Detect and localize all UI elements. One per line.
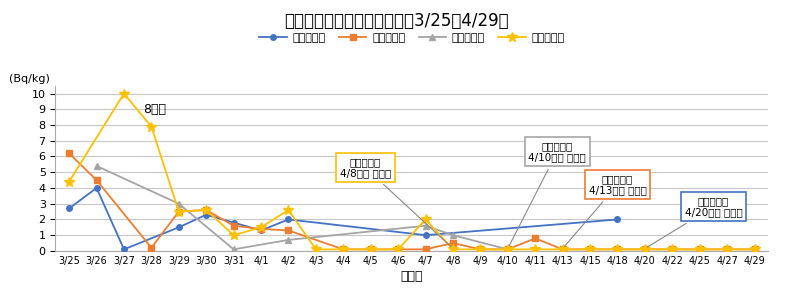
藤代配水場 (558, 248, 567, 251)
藤代配水場 (394, 248, 403, 251)
戸頭配水場 (284, 238, 293, 242)
藤代配水場 (174, 210, 184, 213)
X-axis label: 採水日: 採水日 (401, 270, 423, 283)
牛久配水場 (174, 210, 184, 213)
藤代配水場 (421, 218, 430, 221)
牛久配水場 (201, 208, 211, 212)
牛久配水場 (613, 248, 623, 251)
Text: 放射性セシウムの測定結果（3/25～4/29）: 放射性セシウムの測定結果（3/25～4/29） (284, 12, 508, 30)
牛久配水場 (695, 248, 704, 251)
Line: 牛久配水場: 牛久配水場 (67, 151, 757, 252)
牛久配水場 (147, 246, 156, 250)
牛久配水場 (640, 248, 649, 251)
Line: 戸頭配水場: 戸頭配水場 (93, 162, 512, 253)
藤代配水場 (503, 248, 512, 251)
藤代配水場 (531, 248, 540, 251)
Text: 若柴配水場
4/20以降 不検出: 若柴配水場 4/20以降 不検出 (647, 196, 742, 247)
戸頭配水場 (448, 233, 458, 237)
藤代配水場 (613, 248, 623, 251)
牛久配水場 (585, 248, 595, 251)
牛久配水場 (394, 248, 403, 251)
若柴配水場 (229, 221, 238, 224)
藤代配水場 (147, 125, 156, 129)
藤代配水場 (338, 248, 348, 251)
牛久配水場 (338, 248, 348, 251)
牛久配水場 (558, 248, 567, 251)
若柴配水場 (284, 218, 293, 221)
Text: 藤代配水場
4/8以降 不検出: 藤代配水場 4/8以降 不検出 (340, 157, 451, 247)
牛久配水場 (448, 241, 458, 245)
若柴配水場 (201, 213, 211, 217)
若柴配水場 (257, 229, 266, 232)
Text: 戸頭配水場
4/10以降 不検出: 戸頭配水場 4/10以降 不検出 (509, 141, 586, 246)
藤代配水場 (311, 248, 321, 251)
藤代配水場 (476, 248, 485, 251)
牛久配水場 (229, 224, 238, 228)
若柴配水場 (174, 226, 184, 229)
藤代配水場 (201, 208, 211, 212)
戸頭配水場 (92, 164, 101, 168)
戸頭配水場 (229, 248, 238, 251)
藤代配水場 (585, 248, 595, 251)
若柴配水場 (64, 207, 74, 210)
牛久配水場 (92, 178, 101, 182)
藤代配水場 (640, 248, 649, 251)
Line: 藤代配水場: 藤代配水場 (64, 89, 760, 254)
若柴配水場 (92, 186, 101, 190)
若柴配水場 (421, 233, 430, 237)
Text: 生久配水場
4/13以降 不検出: 生久配水場 4/13以降 不検出 (565, 174, 646, 246)
藤代配水場 (64, 180, 74, 184)
戸頭配水場 (503, 248, 512, 251)
藤代配水場 (257, 226, 266, 229)
戸頭配水場 (421, 224, 430, 228)
牛久配水場 (257, 227, 266, 231)
牛久配水場 (750, 248, 760, 251)
牛久配水場 (64, 151, 74, 155)
藤代配水場 (668, 248, 677, 251)
藤代配水場 (120, 92, 129, 95)
藤代配水場 (722, 248, 732, 251)
牛久配水場 (366, 248, 375, 251)
牛久配水場 (668, 248, 677, 251)
牛久配水場 (284, 229, 293, 232)
藤代配水場 (750, 248, 760, 251)
Legend: 若柴配水場, 牛久配水場, 戸頭配水場, 藤代配水場: 若柴配水場, 牛久配水場, 戸頭配水場, 藤代配水場 (254, 28, 569, 47)
若柴配水場 (613, 218, 623, 221)
Text: (Bq/kg): (Bq/kg) (10, 74, 50, 84)
牛久配水場 (476, 248, 485, 251)
牛久配水場 (722, 248, 732, 251)
戸頭配水場 (174, 202, 184, 206)
藤代配水場 (229, 233, 238, 237)
Text: 8未満: 8未満 (143, 103, 166, 116)
若柴配水場 (120, 248, 129, 251)
藤代配水場 (284, 208, 293, 212)
牛久配水場 (503, 248, 512, 251)
藤代配水場 (448, 248, 458, 251)
牛久配水場 (531, 237, 540, 240)
藤代配水場 (695, 248, 704, 251)
牛久配水場 (421, 248, 430, 251)
Line: 若柴配水場: 若柴配水場 (67, 185, 620, 252)
藤代配水場 (366, 248, 375, 251)
